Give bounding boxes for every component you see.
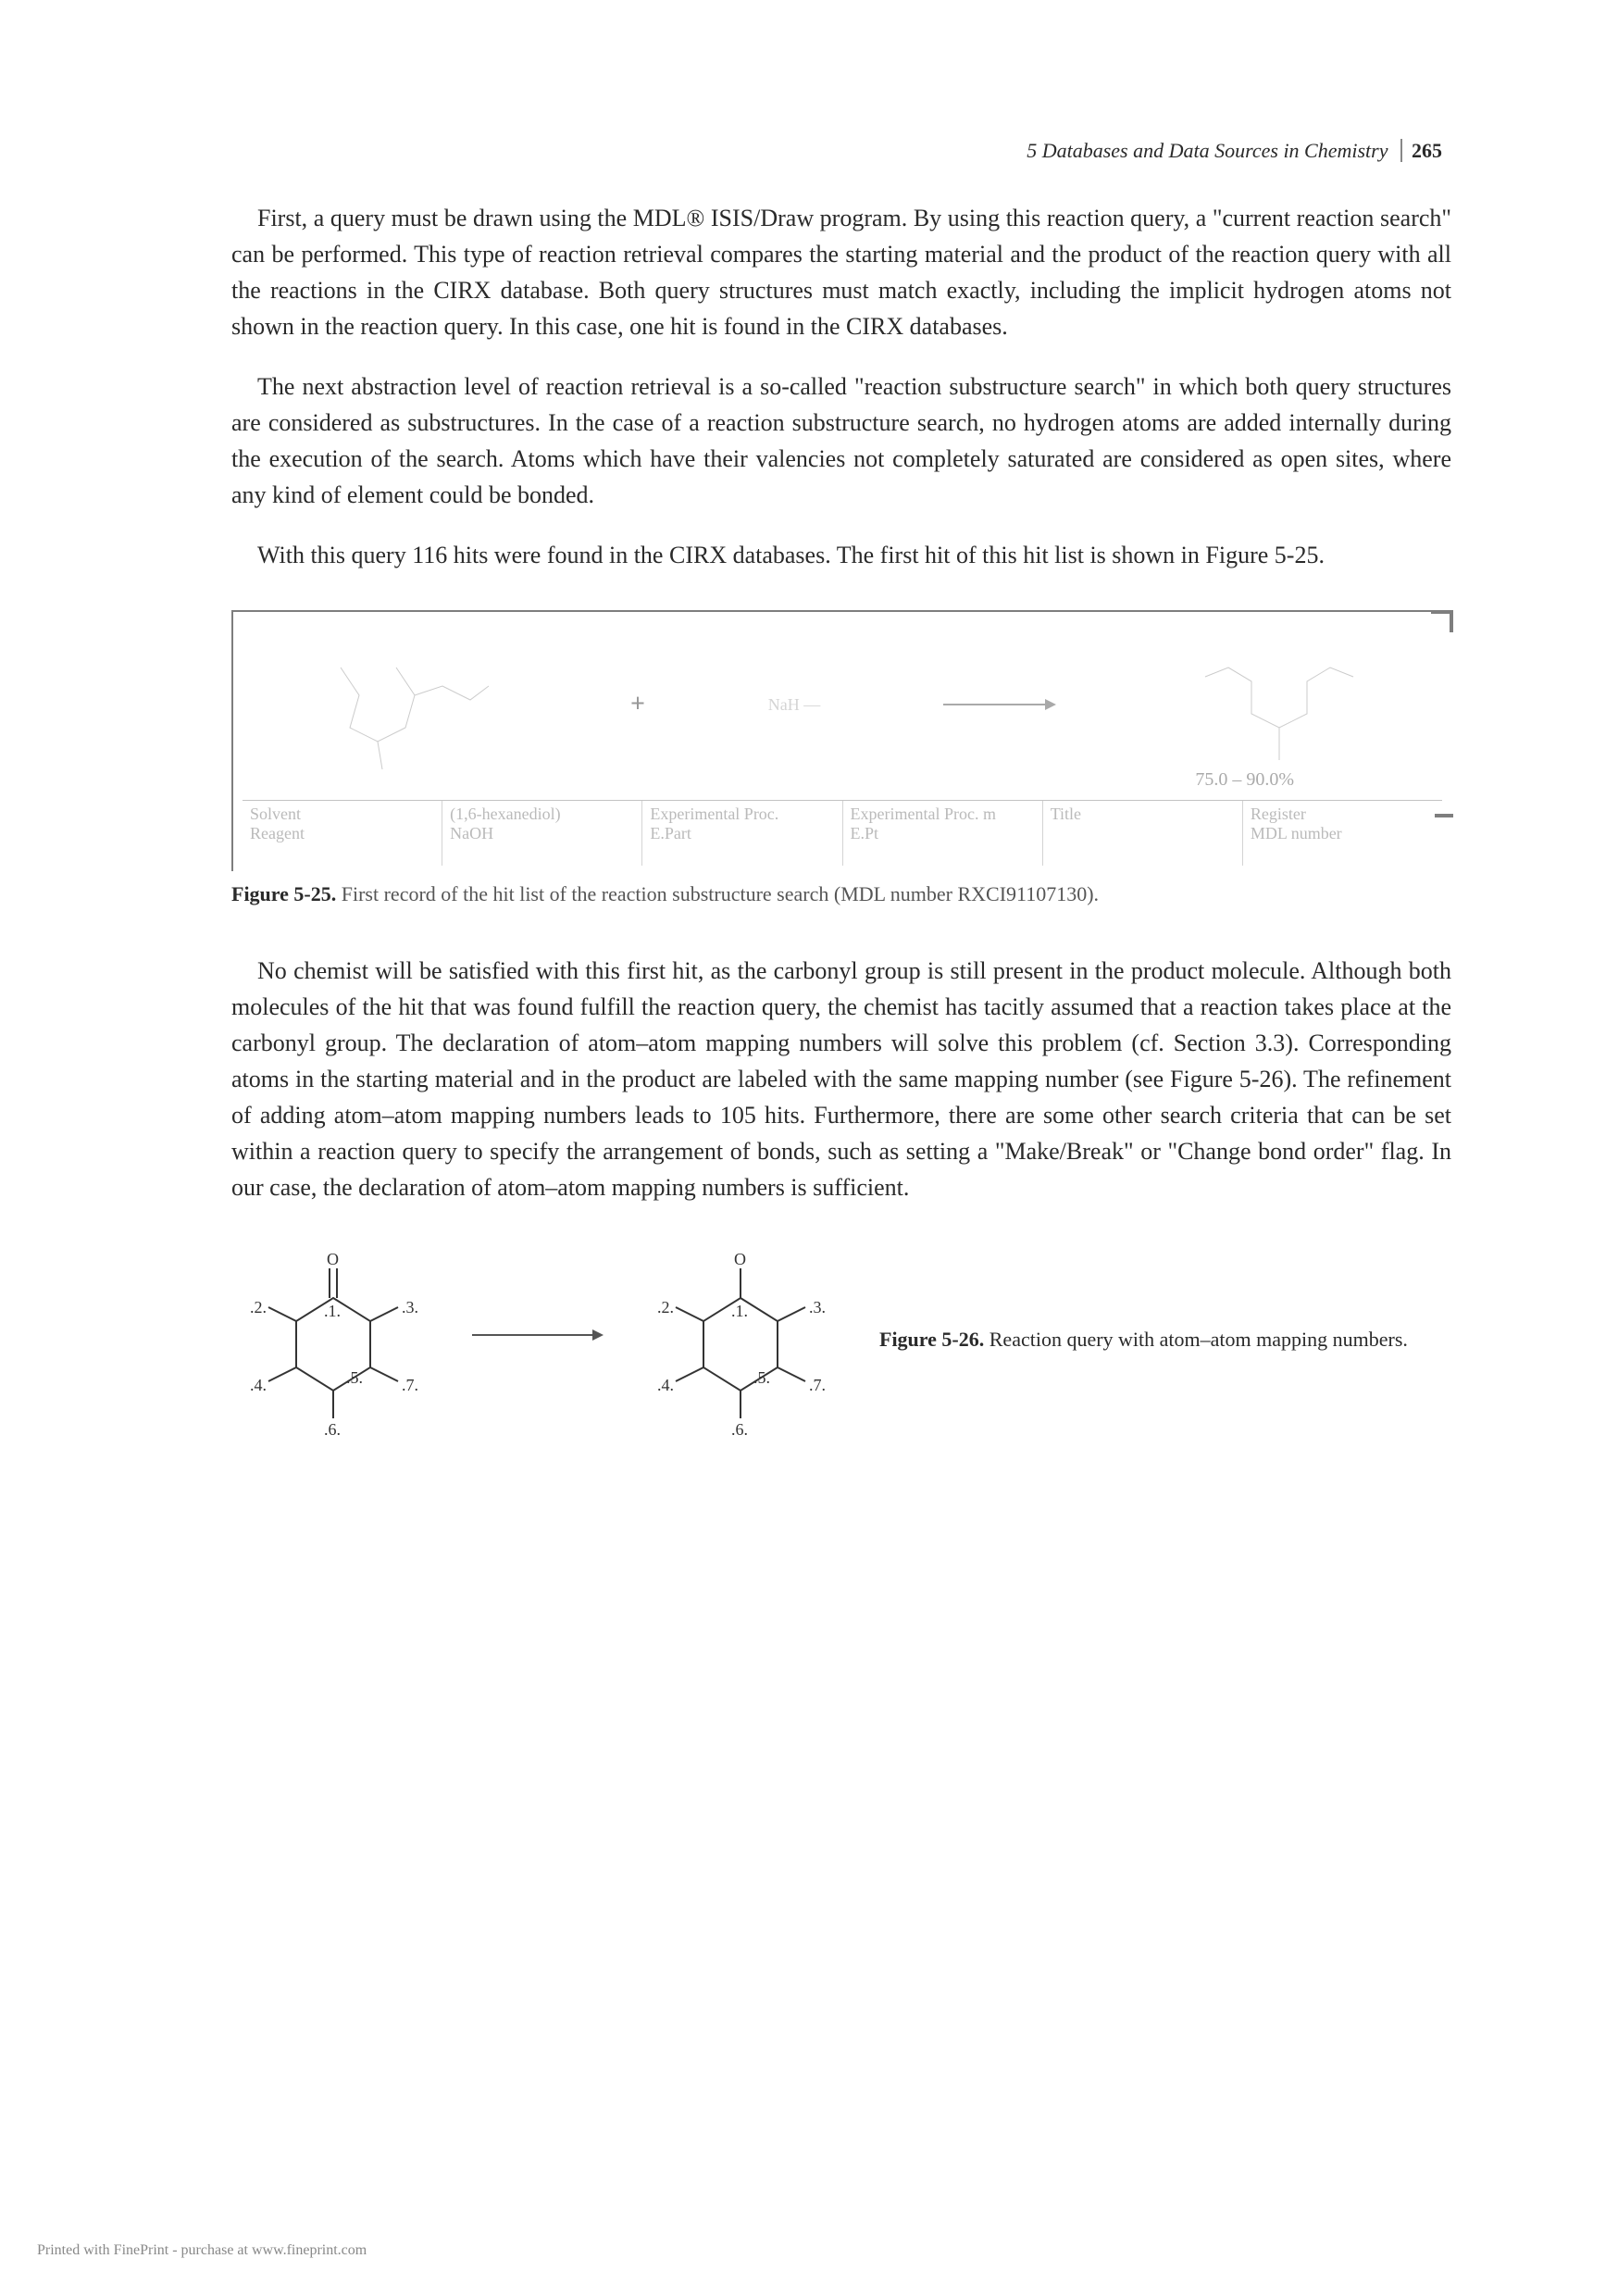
print-footer: Printed with FinePrint - purchase at www… [37, 2242, 367, 2259]
svg-text:O: O [734, 1252, 746, 1268]
paragraph-2: The next abstraction level of reaction r… [231, 368, 1451, 513]
svg-text:.1.: .1. [731, 1302, 748, 1320]
figure-5-26: O .1. .2. .3. .4. .5. .6. .7. [231, 1252, 1451, 1437]
figure-label: Figure 5-25. [231, 882, 336, 905]
svg-text:.3.: .3. [809, 1298, 826, 1316]
meta-cell: Solvent [250, 805, 434, 824]
reactant-mapped-structure: O .1. .2. .3. .4. .5. .6. .7. [231, 1252, 435, 1437]
meta-cell: MDL number [1251, 824, 1435, 843]
reactant-structure-icon [304, 640, 507, 769]
figure-title: Reaction query with atom–atom mapping nu… [989, 1328, 1408, 1351]
reaction-scheme: + NaH — [243, 630, 1442, 779]
figure-5-25-caption: Figure 5-25. First record of the hit lis… [231, 882, 1451, 906]
figure-title: First record of the hit list of the reac… [342, 882, 1099, 905]
reagent-text: NaH — [768, 695, 821, 715]
plus-icon: + [630, 690, 645, 719]
reaction-arrow-icon [472, 1334, 602, 1354]
svg-text:.5.: .5. [346, 1368, 363, 1387]
svg-text:.4.: .4. [657, 1376, 674, 1394]
meta-cell: Register [1251, 805, 1435, 824]
meta-cell: Title [1051, 805, 1235, 824]
figure-meta-table: Solvent Reagent (1,6-hexanediol) NaOH Ex… [243, 800, 1442, 866]
meta-cell: (1,6-hexanediol) [450, 805, 634, 824]
svg-text:.2.: .2. [250, 1298, 267, 1316]
svg-text:.5.: .5. [753, 1368, 770, 1387]
figure-label: Figure 5-26. [879, 1328, 984, 1351]
meta-cell: NaOH [450, 824, 634, 843]
figure-5-26-caption: Figure 5-26. Reaction query with atom–at… [879, 1326, 1408, 1364]
svg-text:.6.: .6. [324, 1420, 341, 1437]
meta-cell: Reagent [250, 824, 434, 843]
svg-text:.2.: .2. [657, 1298, 674, 1316]
svg-text:.4.: .4. [250, 1376, 267, 1394]
yield-text: 75.0 – 90.0% [243, 769, 1442, 791]
page-number: 265 [1400, 139, 1442, 162]
svg-text:.3.: .3. [402, 1298, 418, 1316]
svg-text:.6.: .6. [731, 1420, 748, 1437]
meta-cell: E.Part [650, 824, 834, 843]
svg-text:O: O [327, 1252, 339, 1268]
running-header: 5 Databases and Data Sources in Chemistr… [231, 139, 1451, 163]
paragraph-1: First, a query must be drawn using the M… [231, 200, 1451, 344]
meta-cell: E.Pt [851, 824, 1035, 843]
svg-text:.7.: .7. [809, 1376, 826, 1394]
reaction-arrow-icon [943, 704, 1054, 705]
meta-cell: Experimental Proc. [650, 805, 834, 824]
chapter-title: 5 Databases and Data Sources in Chemistr… [1027, 139, 1388, 162]
paragraph-3: With this query 116 hits were found in t… [231, 537, 1451, 573]
figure-5-25-box: + NaH — 75.0 – 90.0% Solvent Reagent (1,… [231, 610, 1451, 871]
meta-cell: Experimental Proc. m [851, 805, 1035, 824]
product-structure-icon [1177, 640, 1381, 769]
svg-text:.7.: .7. [402, 1376, 418, 1394]
product-mapped-structure: O .1. .2. .3. .4. .5. .6. .7. [639, 1252, 842, 1437]
svg-text:.1.: .1. [324, 1302, 341, 1320]
paragraph-4: No chemist will be satisfied with this f… [231, 953, 1451, 1205]
